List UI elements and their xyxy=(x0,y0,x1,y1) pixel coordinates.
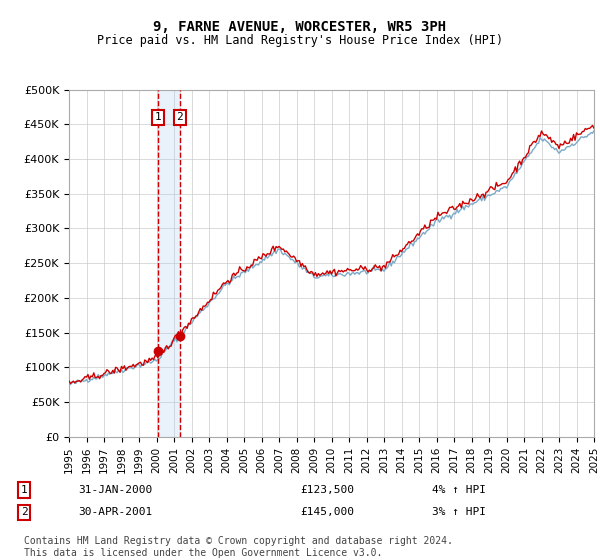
Text: £123,500: £123,500 xyxy=(300,485,354,495)
Bar xyxy=(158,90,180,437)
Text: 1: 1 xyxy=(155,113,161,123)
Text: 31-JAN-2000: 31-JAN-2000 xyxy=(78,485,152,495)
Text: Price paid vs. HM Land Registry's House Price Index (HPI): Price paid vs. HM Land Registry's House … xyxy=(97,34,503,46)
Text: Contains HM Land Registry data © Crown copyright and database right 2024.
This d: Contains HM Land Registry data © Crown c… xyxy=(24,536,453,558)
Text: 3% ↑ HPI: 3% ↑ HPI xyxy=(432,507,486,517)
Text: 4% ↑ HPI: 4% ↑ HPI xyxy=(432,485,486,495)
Text: 9, FARNE AVENUE, WORCESTER, WR5 3PH: 9, FARNE AVENUE, WORCESTER, WR5 3PH xyxy=(154,20,446,34)
Text: 2: 2 xyxy=(176,113,183,123)
Text: 2: 2 xyxy=(20,507,28,517)
Text: £145,000: £145,000 xyxy=(300,507,354,517)
Text: 1: 1 xyxy=(20,485,28,495)
Text: 30-APR-2001: 30-APR-2001 xyxy=(78,507,152,517)
